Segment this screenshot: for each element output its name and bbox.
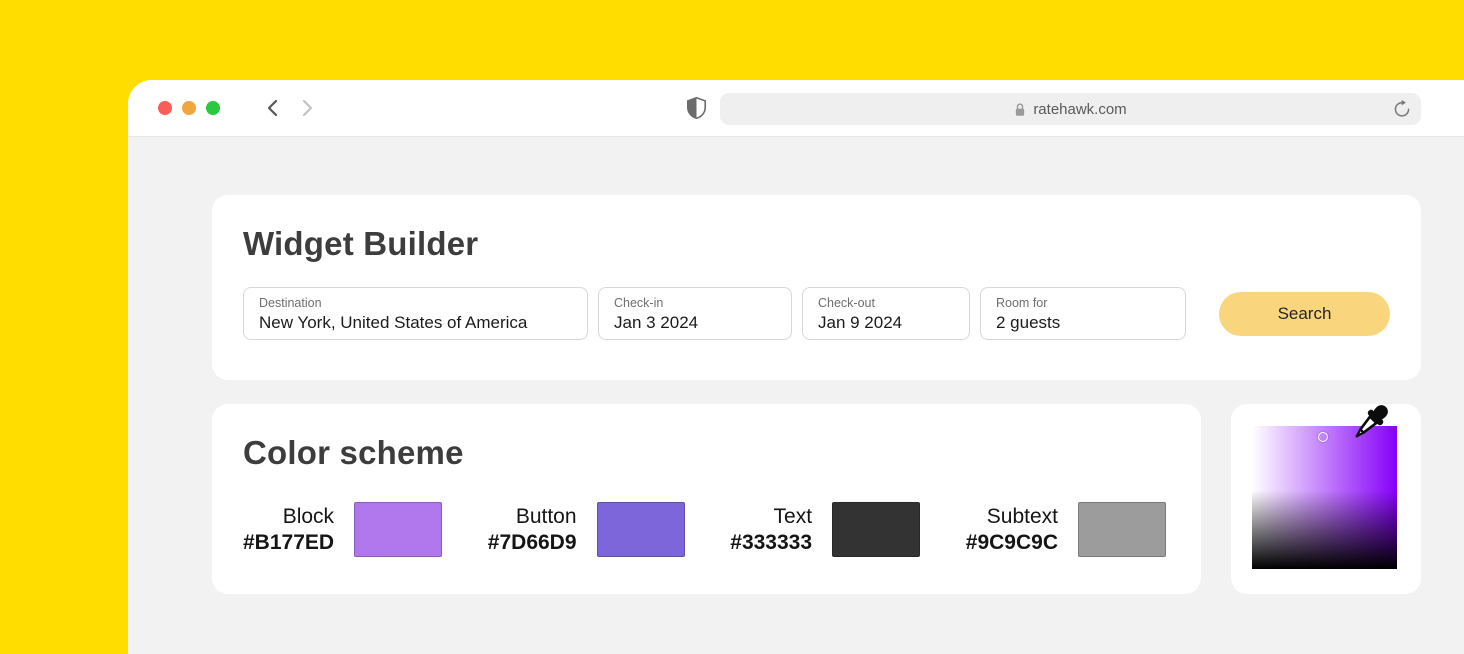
room-for-field[interactable]: Room for 2 guests — [980, 287, 1186, 340]
search-button[interactable]: Search — [1219, 291, 1390, 336]
reload-icon[interactable] — [1392, 98, 1412, 120]
block-color-swatch[interactable] — [354, 502, 443, 557]
subtext-color-swatch[interactable] — [1077, 502, 1166, 557]
traffic-lights — [158, 101, 220, 115]
page-content: Widget Builder Destination New York, Uni… — [128, 137, 1464, 594]
check-in-field[interactable]: Check-in Jan 3 2024 — [598, 287, 792, 340]
check-in-label: Check-in — [614, 296, 664, 310]
widget-builder-title: Widget Builder — [243, 225, 479, 262]
check-out-field[interactable]: Check-out Jan 9 2024 — [802, 287, 970, 340]
back-icon[interactable] — [264, 99, 280, 117]
color-item-button: Button #7D66D9 — [488, 502, 685, 557]
widget-builder-card: Widget Builder Destination New York, Uni… — [212, 195, 1421, 380]
color-items-row: Block #B177ED Button #7D66D9 — [243, 502, 1166, 557]
color-item-name: Subtext — [986, 504, 1058, 528]
destination-field[interactable]: Destination New York, United States of A… — [243, 287, 588, 340]
check-in-value: Jan 3 2024 — [614, 313, 699, 332]
color-item-block: Block #B177ED — [243, 502, 443, 557]
destination-value: New York, United States of America — [259, 313, 528, 332]
color-picker-card — [1231, 404, 1421, 594]
url-text: ratehawk.com — [1033, 100, 1127, 118]
color-item-hex: #9C9C9C — [965, 530, 1058, 554]
privacy-shield-icon[interactable] — [687, 96, 706, 120]
saturation-value-gradient[interactable] — [1252, 426, 1397, 569]
room-for-value: 2 guests — [996, 313, 1061, 332]
color-item-hex: #B177ED — [243, 530, 335, 554]
color-scheme-card: Color scheme Block #B177ED Button #7D66D… — [212, 404, 1201, 594]
text-color-swatch[interactable] — [832, 502, 921, 557]
color-item-subtext: Subtext #9C9C9C — [966, 502, 1166, 557]
minimize-window-button[interactable] — [182, 101, 196, 115]
close-window-button[interactable] — [158, 101, 172, 115]
destination-label: Destination — [259, 296, 322, 310]
browser-window: ratehawk.com Widget Builder Destination … — [128, 80, 1464, 654]
maximize-window-button[interactable] — [206, 101, 220, 115]
color-item-name: Text — [773, 504, 813, 528]
color-item-hex: #7D66D9 — [487, 530, 577, 554]
room-for-label: Room for — [996, 296, 1048, 310]
color-item-hex: #333333 — [730, 530, 813, 554]
picker-selector-ring[interactable] — [1318, 432, 1328, 442]
color-item-name: Block — [282, 504, 335, 528]
address-bar[interactable]: ratehawk.com — [720, 93, 1421, 125]
browser-toolbar: ratehawk.com — [128, 80, 1464, 137]
check-out-value: Jan 9 2024 — [818, 313, 903, 332]
button-color-swatch[interactable] — [596, 502, 685, 557]
search-form: Destination New York, United States of A… — [243, 287, 1390, 340]
color-item-name: Button — [515, 504, 577, 528]
color-item-text: Text #333333 — [730, 502, 921, 557]
check-out-label: Check-out — [818, 296, 875, 310]
eyedropper-icon[interactable] — [1343, 398, 1395, 455]
forward-icon[interactable] — [300, 99, 316, 117]
lock-icon — [1014, 102, 1026, 117]
color-scheme-title: Color scheme — [243, 434, 464, 471]
